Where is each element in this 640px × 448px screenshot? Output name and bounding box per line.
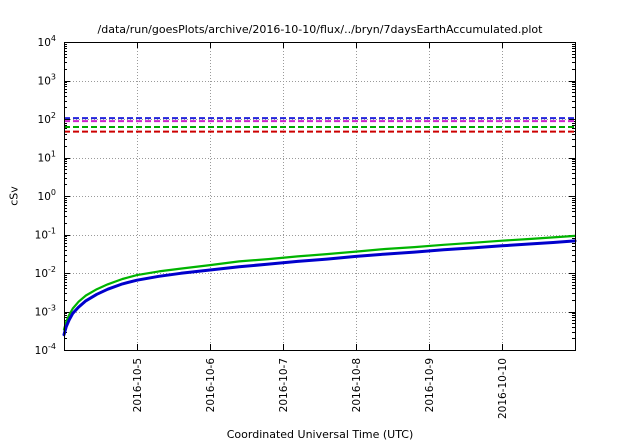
y-axis-label: cSv xyxy=(7,186,21,206)
y-tick-label: 103 xyxy=(38,73,56,88)
y-tick-label: 102 xyxy=(38,111,56,126)
x-tick-label: 2016-10-10 xyxy=(497,358,509,419)
y-tick-label: 10-3 xyxy=(35,304,56,319)
x-axis-label: Coordinated Universal Time (UTC) xyxy=(226,428,414,441)
threshold-lines xyxy=(64,117,575,133)
series-accumulated-blue xyxy=(62,239,577,337)
x-tick-label: 2016-10-5 xyxy=(132,358,144,412)
x-tick-label: 2016-10-9 xyxy=(424,358,436,412)
x-tick-label: 2016-10-8 xyxy=(351,358,363,412)
series-accumulated-green xyxy=(62,234,577,331)
y-tick-label: 101 xyxy=(38,150,56,165)
plot-title: /data/run/goesPlots/archive/2016-10-10/f… xyxy=(97,23,543,36)
plot-border xyxy=(64,42,576,351)
y-tick-label: 100 xyxy=(38,188,56,203)
axis-ticks xyxy=(64,42,575,351)
y-tick-label: 10-4 xyxy=(35,342,56,357)
x-tick-label: 2016-10-7 xyxy=(278,358,290,412)
x-tick-label: 2016-10-6 xyxy=(205,358,217,413)
y-tick-label: 104 xyxy=(38,34,56,49)
tick-labels: 104 103 102 101 100 10-1 10-2 10-3 10-4 2016-10-5… xyxy=(35,34,509,419)
y-tick-label: 10-1 xyxy=(35,227,56,242)
y-tick-label: 10-2 xyxy=(35,265,56,280)
grid-lines xyxy=(64,42,575,350)
